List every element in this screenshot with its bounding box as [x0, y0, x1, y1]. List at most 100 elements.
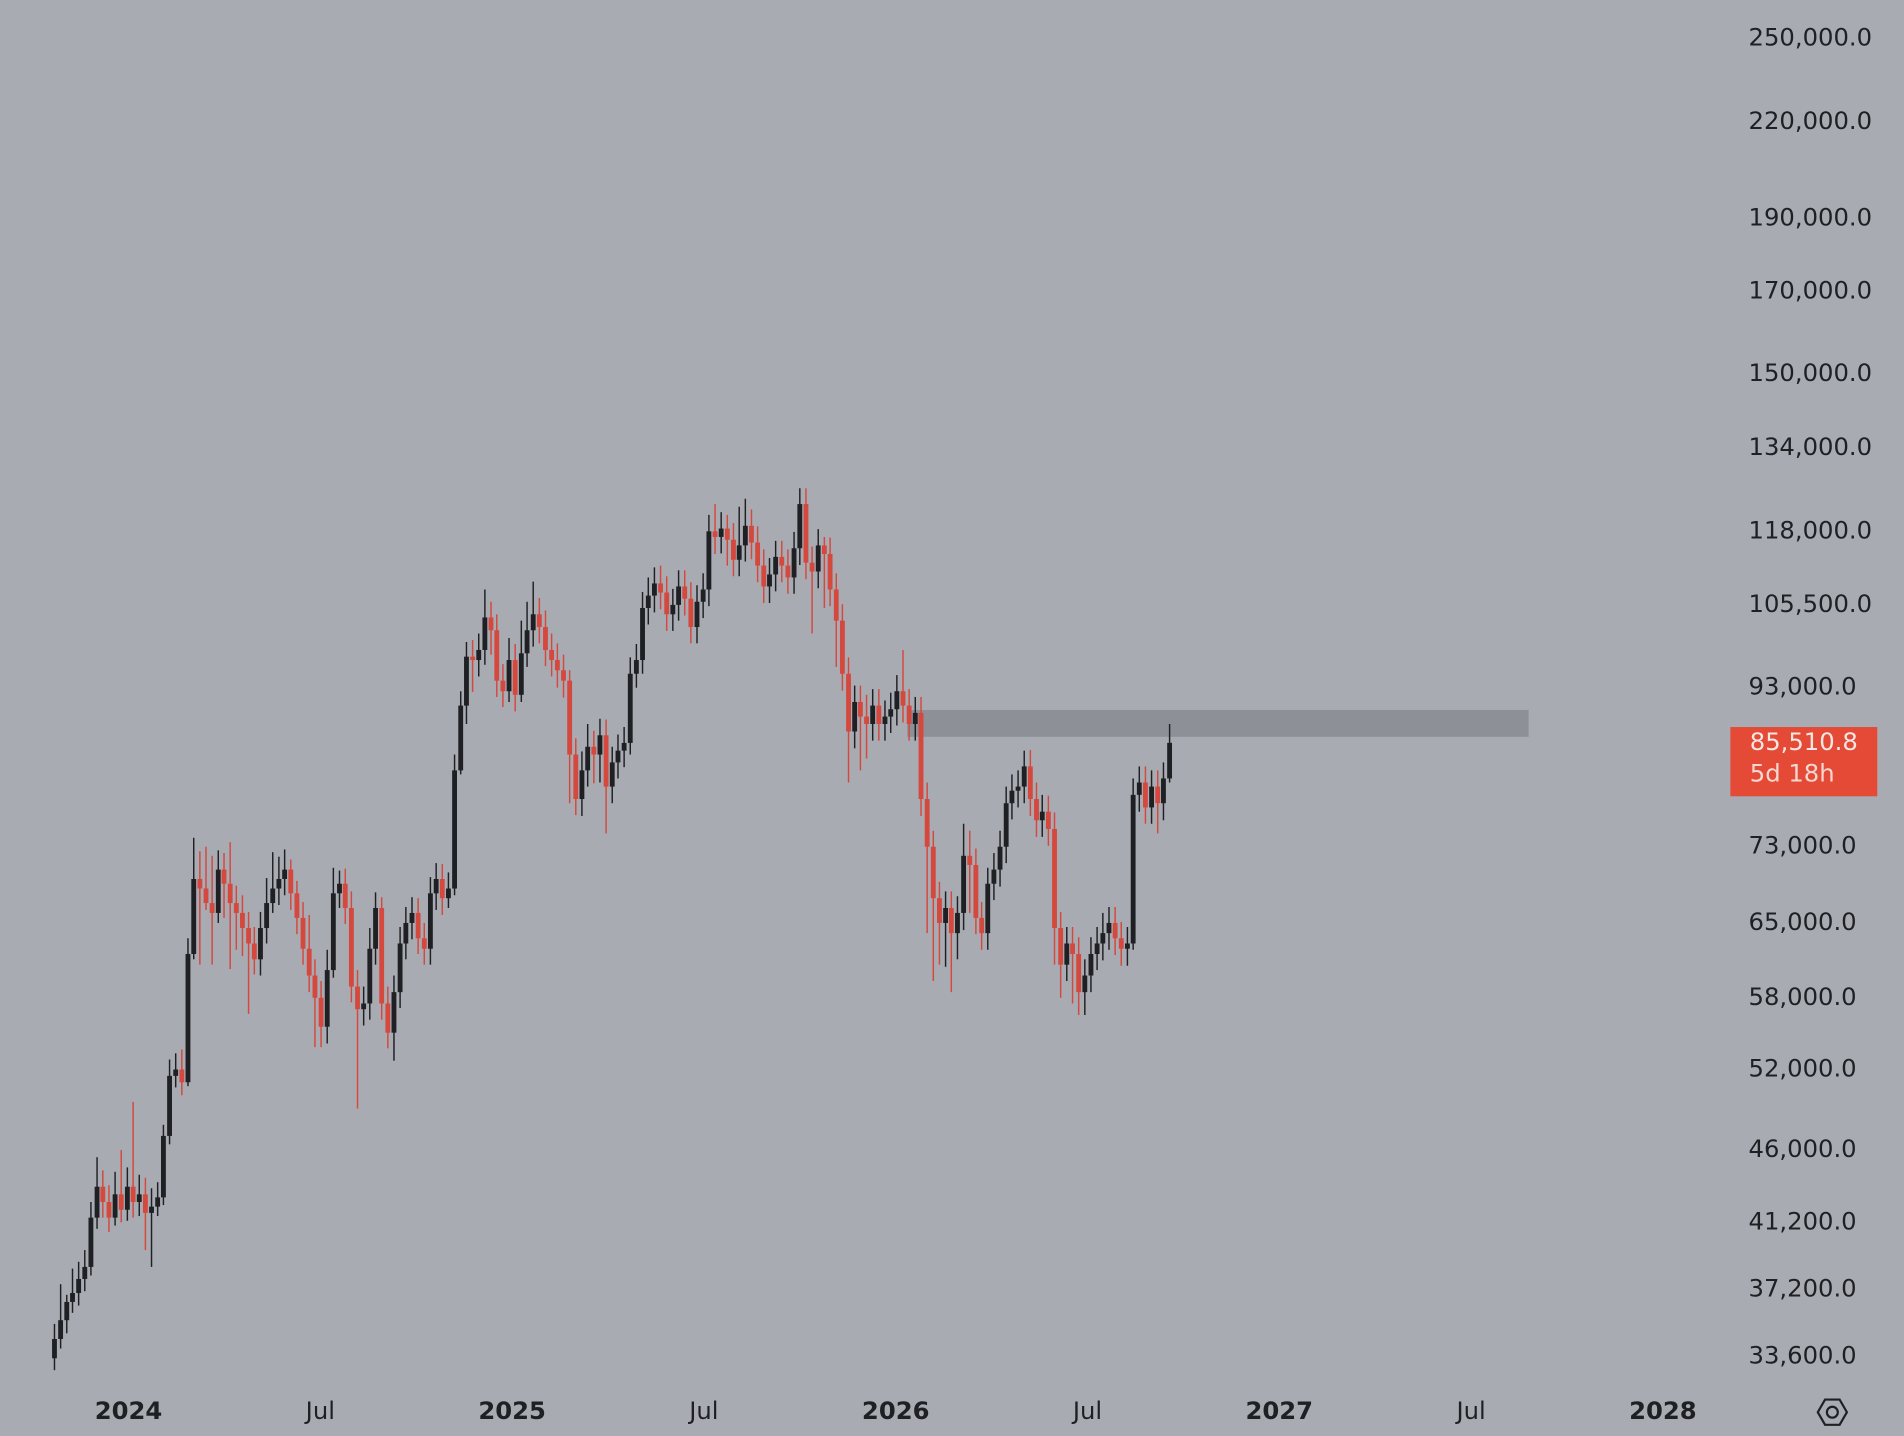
candle-body — [1034, 799, 1039, 821]
settings-icon[interactable] — [1816, 1398, 1849, 1426]
candle-body — [312, 975, 318, 998]
candle-body — [367, 948, 373, 1004]
candle-body — [755, 542, 761, 566]
candle-body — [779, 556, 785, 566]
candle-body — [300, 917, 306, 949]
y-tick-label: 190,000.0 — [1749, 203, 1873, 232]
candle-body — [906, 705, 912, 724]
candle-body — [251, 943, 257, 960]
candle-body — [1130, 794, 1136, 944]
candle-body — [106, 1201, 112, 1218]
candle-body — [318, 997, 324, 1027]
candle-body — [930, 846, 936, 899]
candle-body — [797, 504, 803, 549]
candle-body — [785, 565, 791, 578]
candle-body — [482, 617, 488, 650]
candle-body — [554, 660, 560, 671]
candle-body — [355, 986, 360, 1010]
candle-body — [446, 888, 451, 899]
candle-body — [524, 630, 530, 654]
candle-body — [961, 855, 967, 913]
candle-body — [324, 970, 330, 1027]
candle-body — [185, 953, 191, 1083]
candle-body — [1021, 766, 1027, 787]
candle-body — [694, 601, 700, 628]
candle-body — [439, 878, 445, 899]
candle-body — [803, 504, 809, 563]
candle-body — [155, 1197, 161, 1207]
candle-body — [591, 746, 597, 755]
x-tick-label: 2025 — [478, 1396, 546, 1425]
candle-body — [712, 531, 718, 537]
candle-body — [337, 883, 342, 894]
candle-body — [112, 1194, 118, 1218]
price-label: 85,510.8 — [1750, 727, 1858, 756]
x-tick-label: 2028 — [1629, 1396, 1697, 1425]
candle-body — [282, 869, 288, 879]
candle-body — [1100, 933, 1106, 944]
candle-body — [1088, 953, 1094, 976]
candle-body — [731, 539, 736, 560]
y-tick-label: 150,000.0 — [1749, 358, 1873, 387]
candle-body — [833, 589, 839, 621]
candle-body — [676, 586, 682, 605]
candle-body — [688, 598, 694, 628]
candle-body — [900, 691, 906, 706]
candle-body — [682, 586, 688, 599]
candle-body — [397, 943, 403, 993]
candle-body — [979, 917, 985, 934]
candle-body — [791, 548, 797, 578]
candle-body — [991, 869, 997, 884]
candle-body — [76, 1278, 82, 1294]
candle-body — [494, 630, 500, 681]
candle-body — [391, 992, 397, 1033]
y-tick-label: 41,200.0 — [1749, 1206, 1857, 1235]
candle-body — [948, 907, 954, 934]
candle-body — [348, 907, 354, 987]
candle-body — [270, 888, 276, 904]
candle-body — [64, 1301, 70, 1321]
candle-body — [452, 770, 457, 889]
candle-body — [142, 1194, 148, 1213]
candle-body — [306, 948, 312, 976]
candle-body — [609, 762, 615, 787]
x-tick-label: Jul — [304, 1396, 335, 1425]
candle-body — [1052, 828, 1057, 929]
candle-body — [827, 553, 833, 590]
candle-body — [427, 893, 433, 949]
candle-body — [718, 528, 724, 537]
candle-body — [1027, 766, 1033, 800]
candle-body — [433, 878, 439, 894]
candle-body — [1009, 790, 1015, 804]
candle-body — [160, 1135, 166, 1198]
candle-body — [233, 903, 239, 913]
candle-body — [955, 912, 960, 934]
candle-body — [912, 712, 918, 724]
candle-body — [1155, 786, 1161, 804]
candle-body — [882, 716, 888, 724]
x-tick-label: 2024 — [95, 1396, 163, 1425]
candle-body — [857, 701, 863, 717]
candle-body — [58, 1320, 64, 1339]
candle-body — [658, 583, 663, 593]
candle-body — [876, 705, 882, 724]
candle-body — [1058, 928, 1064, 965]
candle-body — [918, 712, 924, 800]
candle-body — [967, 855, 973, 865]
candle-body — [815, 545, 821, 572]
candle-body — [852, 701, 858, 732]
x-tick-label: Jul — [1454, 1396, 1485, 1425]
candle-body — [1124, 943, 1130, 949]
y-tick-label: 220,000.0 — [1749, 106, 1873, 135]
candle-body — [458, 705, 464, 771]
candle-body — [403, 922, 409, 944]
candle-body — [258, 928, 263, 960]
candle-body — [943, 907, 949, 923]
x-tick-label: 2026 — [862, 1396, 930, 1425]
candle-body — [342, 883, 348, 908]
candle-body — [149, 1206, 154, 1213]
candle-body — [633, 660, 639, 674]
y-tick-label: 37,200.0 — [1749, 1273, 1857, 1302]
candle-body — [82, 1266, 88, 1279]
